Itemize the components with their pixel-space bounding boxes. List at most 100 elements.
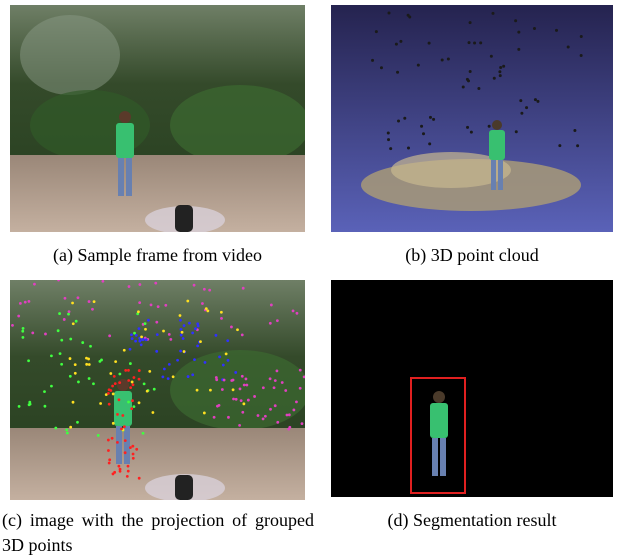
point (140, 335, 143, 338)
point (281, 381, 284, 384)
point (153, 388, 156, 391)
point (573, 129, 576, 132)
point (517, 48, 520, 51)
point (126, 475, 129, 478)
point (274, 404, 277, 407)
point (60, 363, 63, 366)
point (116, 441, 119, 444)
point (232, 398, 235, 401)
point (299, 369, 302, 372)
point (576, 144, 579, 147)
point (242, 287, 245, 290)
point (74, 372, 77, 375)
point (161, 376, 164, 379)
point (118, 381, 121, 384)
caption: (b) 3D point cloud (331, 243, 613, 268)
point (490, 55, 493, 58)
point (66, 432, 69, 435)
segmentation-image (331, 280, 613, 497)
point (222, 364, 225, 367)
point (420, 125, 423, 128)
point (276, 369, 279, 372)
point (91, 308, 94, 311)
point (183, 350, 186, 353)
point (24, 301, 27, 304)
point (403, 117, 406, 120)
point (288, 413, 291, 416)
point (77, 296, 80, 299)
point (199, 340, 202, 343)
point (163, 368, 166, 371)
point (183, 324, 186, 327)
point (31, 331, 34, 334)
point (135, 334, 138, 337)
point (22, 327, 25, 330)
point (138, 340, 141, 343)
point (216, 405, 219, 408)
point (188, 322, 191, 325)
point (247, 399, 250, 402)
sample-frame-image (10, 5, 305, 232)
point (387, 132, 390, 135)
point (172, 375, 175, 378)
point (59, 352, 62, 355)
point (44, 333, 47, 336)
point (176, 359, 179, 362)
point (19, 302, 22, 305)
point (128, 285, 131, 288)
point (138, 401, 141, 404)
point (389, 147, 392, 150)
point (54, 427, 57, 430)
point (567, 46, 570, 49)
point (269, 408, 272, 411)
point (196, 389, 199, 392)
point (69, 426, 72, 429)
point (191, 332, 194, 335)
point (536, 100, 539, 103)
point (387, 138, 390, 141)
point (129, 348, 132, 351)
point (141, 338, 144, 341)
point (88, 363, 91, 366)
point (499, 66, 502, 69)
point (60, 339, 63, 342)
point (111, 385, 114, 388)
point (123, 425, 126, 428)
point (168, 333, 171, 336)
point (253, 395, 256, 398)
point (441, 59, 444, 62)
point (148, 370, 151, 373)
point (447, 58, 450, 61)
point (558, 144, 561, 147)
point (75, 320, 78, 323)
point (468, 41, 471, 44)
point (44, 405, 47, 408)
point (470, 131, 473, 134)
point (462, 86, 465, 89)
point (276, 319, 279, 322)
point (502, 65, 505, 68)
point (109, 372, 112, 375)
point (57, 329, 60, 332)
point (396, 71, 399, 74)
point (129, 386, 132, 389)
point (138, 327, 141, 330)
point (223, 379, 226, 382)
point (296, 312, 299, 315)
point (288, 426, 291, 429)
point (157, 305, 160, 308)
point (21, 330, 24, 333)
point (43, 390, 46, 393)
point (187, 375, 190, 378)
point (68, 310, 71, 313)
point (186, 300, 189, 303)
point (124, 439, 127, 442)
point (124, 369, 127, 372)
point (286, 414, 289, 417)
point (144, 322, 147, 325)
point (208, 289, 211, 292)
point (215, 376, 218, 379)
point (179, 314, 182, 317)
point (112, 422, 115, 425)
point (193, 358, 196, 361)
